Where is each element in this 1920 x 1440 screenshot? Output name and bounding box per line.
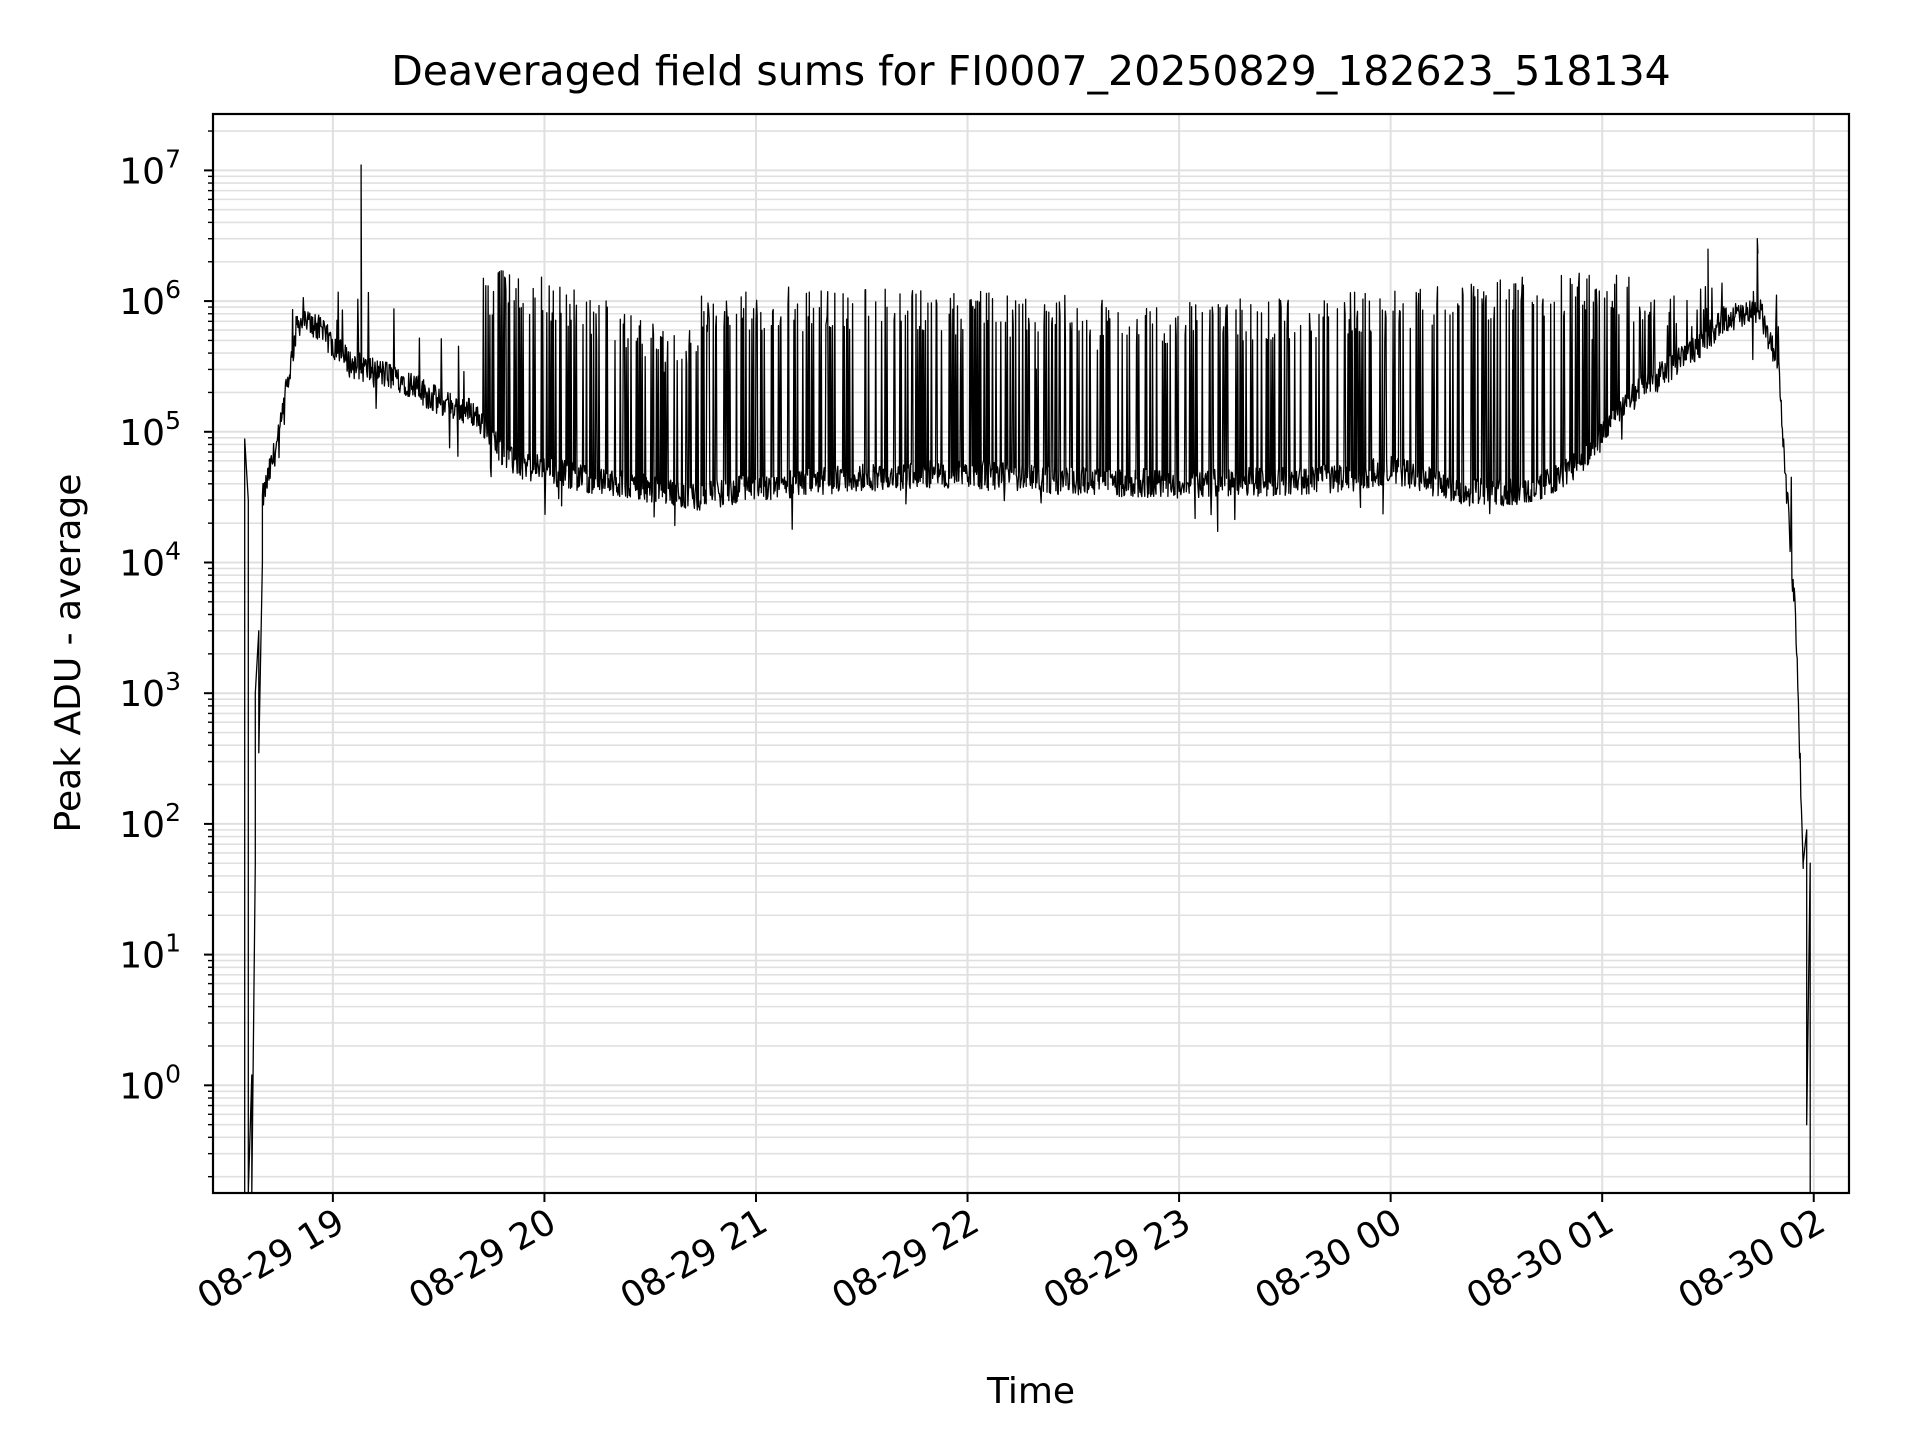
y-tick-label-exponent: 6 [165,275,181,304]
y-tick-label-exponent: 5 [165,406,181,435]
y-tick-label-base: 10 [119,543,165,584]
y-tick-label: 106 [119,275,181,323]
y-tick-label: 107 [119,144,181,192]
y-tick-label-exponent: 3 [165,667,181,696]
y-tick-label-base: 10 [119,282,165,323]
x-axis-label: Time [986,1371,1075,1412]
y-tick-label: 103 [119,667,181,715]
y-tick-label: 104 [119,536,181,584]
y-tick-label-base: 10 [119,151,165,192]
y-tick-label-exponent: 7 [165,144,181,173]
y-tick-label: 102 [119,798,181,846]
series-line [244,164,1811,1193]
y-tick-label-exponent: 0 [165,1059,181,1088]
y-tick-label-base: 10 [119,805,165,846]
y-axis-label: Peak ADU - average [48,474,89,833]
chart-title: Deaveraged field sums for FI0007_2025082… [391,47,1671,95]
y-tick-label-base: 10 [119,674,165,715]
y-tick-label: 105 [119,406,181,454]
y-tick-label: 101 [119,929,181,977]
y-tick-label-exponent: 4 [165,536,181,565]
series-layer [244,164,1811,1193]
y-tick-label-exponent: 1 [165,929,181,958]
y-tick-label: 100 [119,1059,181,1107]
y-tick-label-base: 10 [119,936,165,977]
grid-layer [213,114,1849,1193]
y-tick-label-base: 10 [119,1066,165,1107]
y-tick-label-exponent: 2 [165,798,181,827]
y-tick-label-base: 10 [119,413,165,454]
